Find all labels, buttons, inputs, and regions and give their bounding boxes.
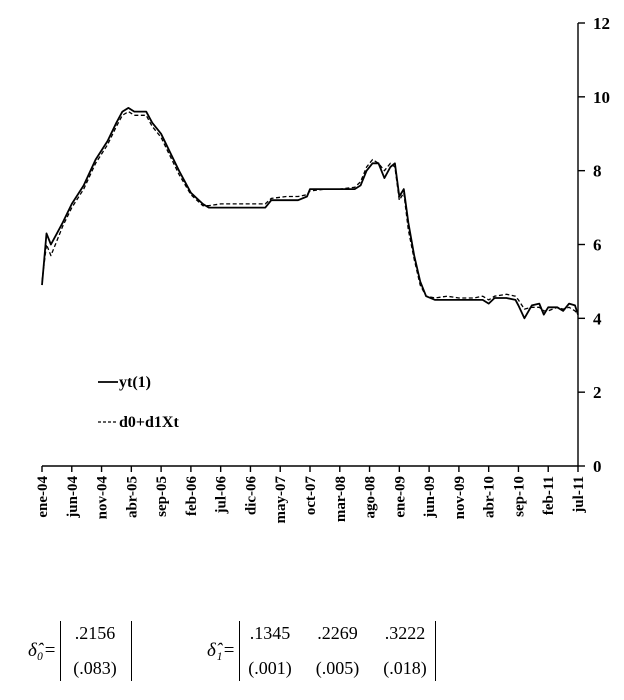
y-tick-label: 10 (593, 88, 610, 107)
delta1-estimate-2: .2269 (317, 623, 358, 643)
delta1-std-error-1: (.001) (248, 658, 292, 678)
legend-label-1: yt(1) (119, 374, 151, 391)
y-axis: 0 2 4 6 8 10 12 (577, 14, 610, 476)
legend: yt(1) d0+d1Xt (98, 374, 179, 431)
x-tick-label: jun-09 (422, 476, 438, 519)
series-line-2 (41, 110, 579, 316)
x-tick-label: sep-05 (154, 476, 170, 517)
x-tick-label: abr-05 (124, 476, 140, 518)
x-tick-label: jun-04 (65, 476, 81, 519)
delta1-equation: δ̂₁= .1345 .2269 .3222 (.001) (.005) (.0… (207, 612, 436, 690)
x-tick-label: mar-08 (333, 476, 349, 522)
y-tick-label: 12 (593, 14, 610, 33)
x-axis: ene-04 jun-04 nov-04 abr-05 sep-05 feb-06 jul-… (35, 465, 587, 524)
x-tick-label: jul-06 (214, 476, 230, 515)
y-tick-label: 2 (593, 383, 602, 402)
y-tick-label: 8 (593, 162, 602, 181)
delta0-estimate: .2156 (74, 623, 116, 643)
x-tick-label: oct-07 (303, 476, 319, 516)
y-tick-label: 6 (593, 236, 602, 255)
legend-label-2: d0+d1Xt (119, 414, 179, 431)
y-tick-label: 4 (593, 309, 602, 328)
delta1-symbol: δ̂₁= (207, 640, 236, 661)
delta0-symbol: δ̂₀= (28, 640, 57, 661)
delta1-estimate-3: .3222 (384, 623, 426, 643)
delta1-matrix: .1345 .2269 .3222 (.001) (.005) (.018) (239, 621, 436, 681)
delta0-equation: δ̂₀= .2156 (.083) (28, 612, 132, 690)
x-tick-label: may-07 (273, 476, 289, 524)
delta0-matrix: .2156 (.083) (60, 621, 132, 681)
delta1-std-error-3: (.018) (383, 658, 427, 678)
x-tick-label: nov-04 (95, 476, 111, 520)
x-tick-label: feb-06 (184, 476, 200, 516)
line-chart: ene-04 jun-04 nov-04 abr-05 sep-05 feb-06 jul-… (35, 14, 610, 524)
delta0-std-error: (.083) (73, 658, 117, 678)
x-tick-label: ene-04 (35, 476, 51, 518)
x-tick-label: ago-08 (363, 476, 379, 519)
x-tick-label: abr-10 (482, 476, 498, 518)
x-tick-label: sep-10 (511, 476, 527, 517)
x-tick-label: nov-09 (452, 476, 468, 519)
series-layer (41, 107, 579, 320)
delta1-std-error-2: (.005) (315, 658, 360, 678)
x-tick-label: ene-09 (392, 476, 408, 518)
x-tick-label: dic-06 (243, 476, 259, 516)
delta1-estimate-1: .1345 (249, 623, 291, 643)
series-line-1 (41, 107, 579, 320)
x-tick-label: feb-11 (541, 476, 557, 515)
y-tick-label: 0 (593, 457, 602, 476)
x-tick-label: jul-11 (571, 476, 587, 514)
